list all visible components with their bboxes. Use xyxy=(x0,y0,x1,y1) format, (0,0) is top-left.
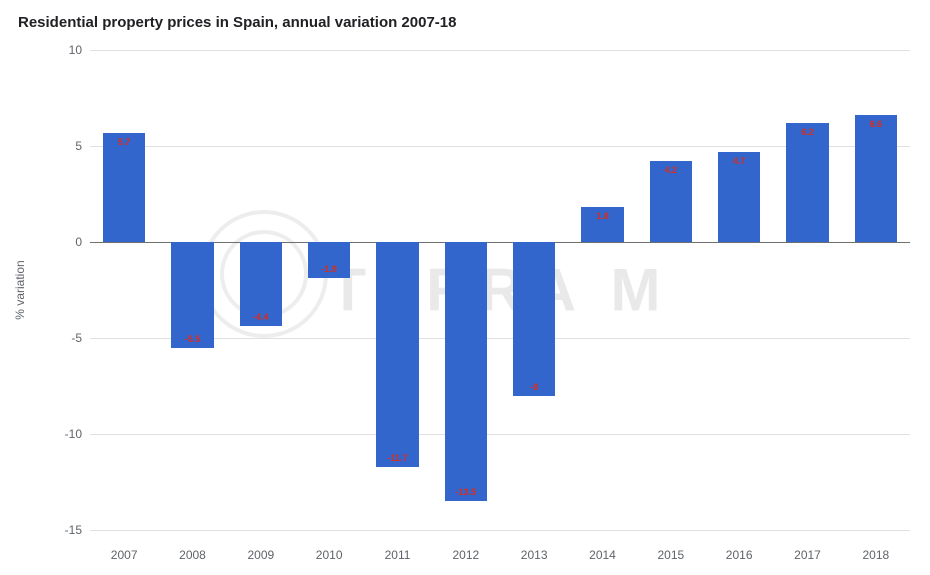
x-tick-label: 2012 xyxy=(452,548,479,562)
bar: 4.7 xyxy=(718,152,760,242)
bar: -4.4 xyxy=(240,242,282,326)
x-tick-label: 2018 xyxy=(862,548,889,562)
bar: 4.2 xyxy=(650,161,692,242)
x-tick-label: 2009 xyxy=(247,548,274,562)
bar-value-label: 4.2 xyxy=(665,165,678,175)
bar-value-label: 6.6 xyxy=(870,119,883,129)
bar-value-label: 6.2 xyxy=(801,127,814,137)
plot-area: TERRA M -15-10-505105.72007-5.52008-4.42… xyxy=(90,50,910,530)
bar-value-label: -1.9 xyxy=(321,264,337,274)
bar-value-label: -5.5 xyxy=(185,334,201,344)
bar-value-label: -4.4 xyxy=(253,312,269,322)
bar: 6.6 xyxy=(855,115,897,242)
bar-value-label: -8 xyxy=(530,382,538,392)
x-tick-label: 2007 xyxy=(111,548,138,562)
gridline xyxy=(90,530,910,531)
bar-value-label: 5.7 xyxy=(118,137,131,147)
y-tick-label: 0 xyxy=(75,235,82,249)
bar-value-label: -11.7 xyxy=(387,453,407,463)
bar: 5.7 xyxy=(103,133,145,242)
x-tick-label: 2015 xyxy=(657,548,684,562)
x-tick-label: 2011 xyxy=(385,548,411,562)
x-tick-label: 2013 xyxy=(521,548,548,562)
x-tick-label: 2014 xyxy=(589,548,616,562)
bar: -8 xyxy=(513,242,555,396)
bar: -13.5 xyxy=(445,242,487,501)
bar: 1.8 xyxy=(581,207,623,242)
x-tick-label: 2016 xyxy=(726,548,753,562)
y-tick-label: -15 xyxy=(65,523,82,537)
bar-value-label: -13.5 xyxy=(456,487,477,497)
x-tick-label: 2010 xyxy=(316,548,343,562)
bar: -11.7 xyxy=(376,242,418,467)
y-tick-label: -5 xyxy=(71,331,82,345)
bar-value-label: 4.7 xyxy=(733,156,746,166)
bar: 6.2 xyxy=(786,123,828,242)
gridline xyxy=(90,50,910,51)
y-axis-label: % variation xyxy=(13,260,27,319)
x-tick-label: 2017 xyxy=(794,548,821,562)
bar: -5.5 xyxy=(171,242,213,348)
x-tick-label: 2008 xyxy=(179,548,206,562)
gridline xyxy=(90,434,910,435)
bar-value-label: 1.8 xyxy=(596,211,609,221)
bar: -1.9 xyxy=(308,242,350,278)
y-tick-label: 5 xyxy=(75,139,82,153)
y-tick-label: -10 xyxy=(65,427,82,441)
chart-title: Residential property prices in Spain, an… xyxy=(18,14,456,31)
y-tick-label: 10 xyxy=(69,43,82,57)
